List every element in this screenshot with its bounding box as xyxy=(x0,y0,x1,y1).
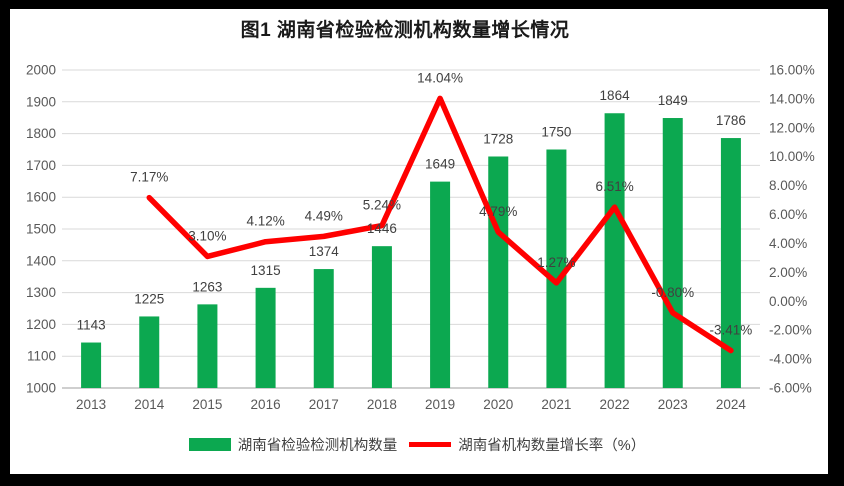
left-axis-tick: 1800 xyxy=(26,126,56,141)
x-axis-label-2017: 2017 xyxy=(309,397,339,412)
bar-label-2023: 1849 xyxy=(658,93,688,108)
x-axis-label-2023: 2023 xyxy=(658,397,688,412)
right-axis-tick: 0.00% xyxy=(769,294,807,309)
right-axis-tick: 10.00% xyxy=(769,149,815,164)
bar-label-2013: 1143 xyxy=(77,318,106,333)
chart-legend: 湖南省检验检测机构数量 湖南省机构数量增长率（%） xyxy=(0,434,834,455)
bar-2022 xyxy=(604,113,625,389)
right-axis-tick: -2.00% xyxy=(769,323,812,338)
bar-label-2024: 1786 xyxy=(716,113,746,128)
left-axis-tick: 1700 xyxy=(26,158,56,173)
x-axis-label-2014: 2014 xyxy=(134,397,165,412)
bar-label-2016: 1315 xyxy=(251,263,281,278)
rate-label-2016: 4.12% xyxy=(246,214,284,229)
bar-label-2022: 1864 xyxy=(600,88,631,103)
right-axis-tick: 6.00% xyxy=(769,207,807,222)
bar-2024 xyxy=(720,138,741,388)
bar-label-2021: 1750 xyxy=(541,125,571,140)
x-axis-label-2019: 2019 xyxy=(425,397,455,412)
bar-2023 xyxy=(662,118,683,388)
bar-2021 xyxy=(546,149,567,388)
rate-label-2018: 5.24% xyxy=(363,198,401,213)
x-axis-label-2022: 2022 xyxy=(600,397,630,412)
right-axis-tick: 4.00% xyxy=(769,236,807,251)
growth-rate-line xyxy=(146,95,734,354)
rate-label-2023: -0.80% xyxy=(651,285,694,300)
bar-2014 xyxy=(139,316,160,388)
bar-2013 xyxy=(81,342,102,388)
bar-2015 xyxy=(197,304,218,388)
chart-title: 图1 湖南省检验检测机构数量增长情况 xyxy=(240,20,570,41)
x-axis-label-2013: 2013 xyxy=(76,397,106,412)
right-axis-tick: -4.00% xyxy=(769,352,812,367)
rate-label-2014: 7.17% xyxy=(130,170,168,185)
bar-2017 xyxy=(313,269,334,388)
right-axis-tick: 16.00% xyxy=(769,63,815,78)
left-axis-tick: 1300 xyxy=(26,285,56,300)
rate-label-2019: 14.04% xyxy=(417,70,463,85)
x-axis-label-2024: 2024 xyxy=(716,397,747,412)
legend-label-bars: 湖南省检验检测机构数量 xyxy=(237,438,398,454)
bar-2018 xyxy=(371,246,392,388)
legend-item-line: 湖南省机构数量增长率（%） xyxy=(409,434,645,455)
x-axis-label-2016: 2016 xyxy=(251,397,281,412)
bar-label-2019: 1649 xyxy=(425,157,455,172)
x-axis-label-2015: 2015 xyxy=(192,397,222,412)
right-axis-tick: -6.00% xyxy=(769,381,812,396)
left-axis-tick: 1500 xyxy=(26,222,56,237)
left-axis-tick: 1100 xyxy=(27,349,56,364)
rate-label-2021: 1.27% xyxy=(537,255,575,270)
rate-label-2022: 6.51% xyxy=(595,179,633,194)
x-axis-label-2018: 2018 xyxy=(367,397,397,412)
left-axis-tick: 1400 xyxy=(26,253,56,268)
legend-label-line: 湖南省机构数量增长率（%） xyxy=(458,438,646,454)
rate-label-2024: -3.41% xyxy=(710,323,753,338)
bar-2020 xyxy=(488,156,509,388)
x-axis-label-2021: 2021 xyxy=(541,397,571,412)
left-axis-tick: 1600 xyxy=(26,190,56,205)
bar-label-2017: 1374 xyxy=(309,244,340,259)
bar-label-2014: 1225 xyxy=(134,291,164,306)
left-axis-tick: 1200 xyxy=(26,317,56,332)
right-axis-tick: 12.00% xyxy=(769,120,815,135)
bar-label-2020: 1728 xyxy=(483,131,513,146)
bar-series-swatch xyxy=(188,438,231,451)
right-axis-tick: 14.00% xyxy=(769,91,815,106)
left-axis-tick: 1000 xyxy=(26,381,56,396)
bar-2019 xyxy=(430,181,451,388)
right-axis-tick: 8.00% xyxy=(769,178,807,193)
chart-surface xyxy=(10,9,828,474)
rate-label-2020: 4.79% xyxy=(479,204,517,219)
left-axis-tick: 1900 xyxy=(26,94,56,109)
bar-2016 xyxy=(255,287,276,388)
left-axis-tick: 2000 xyxy=(26,63,56,78)
legend-item-bars: 湖南省检验检测机构数量 xyxy=(188,434,398,455)
bar-label-2018: 1446 xyxy=(367,221,397,236)
rate-label-2017: 4.49% xyxy=(305,208,343,223)
line-series-swatch xyxy=(409,442,452,447)
right-axis-tick: 2.00% xyxy=(769,265,807,280)
rate-label-2015: 3.10% xyxy=(188,228,226,243)
x-axis-label-2020: 2020 xyxy=(483,397,513,412)
bar-label-2015: 1263 xyxy=(192,279,222,294)
